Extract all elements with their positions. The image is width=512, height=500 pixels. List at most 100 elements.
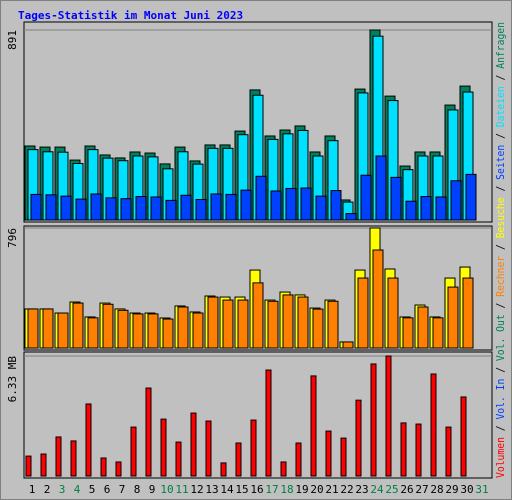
chart-title: Tages-Statistik im Monat Juni 2023 bbox=[18, 9, 243, 22]
x-tick-label: 30 bbox=[460, 483, 473, 496]
bar bbox=[45, 194, 57, 221]
bar bbox=[325, 430, 332, 477]
bar bbox=[312, 308, 324, 349]
bar bbox=[160, 418, 167, 477]
bar bbox=[357, 277, 369, 349]
legend: Volumen / Vol. In / Vol. Out / Rechner /… bbox=[494, 22, 507, 478]
bar bbox=[390, 176, 402, 221]
x-tick-label: 5 bbox=[89, 483, 96, 496]
bar bbox=[285, 187, 297, 221]
y-tick-label: 6.33 MB bbox=[6, 356, 19, 403]
bar bbox=[190, 412, 197, 477]
bar bbox=[270, 190, 282, 221]
legend-entry: Dateien bbox=[494, 86, 507, 127]
x-tick-label: 11 bbox=[175, 483, 188, 496]
bar bbox=[195, 199, 207, 221]
x-tick-label: 17 bbox=[265, 483, 278, 496]
legend-separator: / bbox=[494, 180, 507, 198]
bar bbox=[210, 193, 222, 221]
x-tick-label: 2 bbox=[44, 483, 51, 496]
bar bbox=[255, 175, 267, 221]
bar bbox=[150, 196, 162, 221]
bar bbox=[135, 196, 147, 221]
x-tick-label: 29 bbox=[445, 483, 458, 496]
x-tick-label: 14 bbox=[220, 483, 234, 496]
bar bbox=[105, 197, 117, 221]
x-tick-label: 1 bbox=[29, 483, 36, 496]
legend-separator: / bbox=[494, 69, 507, 87]
bar bbox=[297, 296, 309, 349]
x-tick-label: 13 bbox=[205, 483, 218, 496]
x-tick-label: 9 bbox=[149, 483, 156, 496]
bar bbox=[57, 312, 69, 349]
bar bbox=[75, 198, 87, 221]
x-tick-label: 15 bbox=[235, 483, 248, 496]
bar bbox=[240, 189, 252, 221]
bar bbox=[225, 193, 237, 221]
bar bbox=[330, 190, 342, 221]
bar bbox=[40, 453, 47, 477]
bar bbox=[465, 173, 477, 221]
bar bbox=[340, 437, 347, 477]
bar bbox=[415, 423, 422, 477]
x-tick-label: 24 bbox=[370, 483, 384, 496]
bar bbox=[355, 399, 362, 477]
bar bbox=[450, 180, 462, 221]
bar bbox=[310, 375, 317, 477]
bar bbox=[27, 308, 39, 349]
bar bbox=[90, 193, 102, 221]
bar bbox=[30, 193, 42, 221]
bar bbox=[87, 317, 99, 349]
bar bbox=[300, 187, 312, 221]
bar bbox=[100, 457, 107, 477]
bar bbox=[435, 196, 447, 221]
x-tick-label: 12 bbox=[190, 483, 203, 496]
bar bbox=[55, 436, 62, 477]
x-tick-label: 21 bbox=[325, 483, 338, 496]
bar bbox=[132, 313, 144, 349]
bar bbox=[385, 355, 392, 477]
x-tick-label: 16 bbox=[250, 483, 263, 496]
panel-frame bbox=[23, 351, 493, 479]
bar bbox=[115, 461, 122, 477]
x-tick-label: 28 bbox=[430, 483, 443, 496]
bar bbox=[417, 306, 429, 349]
x-tick-label: 23 bbox=[355, 483, 368, 496]
bar bbox=[432, 317, 444, 349]
bar bbox=[70, 440, 77, 477]
bar bbox=[280, 461, 287, 477]
bar bbox=[445, 426, 452, 477]
x-tick-label: 22 bbox=[340, 483, 353, 496]
x-tick-label: 3 bbox=[59, 483, 66, 496]
legend-separator: / bbox=[494, 420, 507, 438]
bar bbox=[387, 277, 399, 349]
legend-separator: / bbox=[494, 127, 507, 145]
legend-entry: Seiten bbox=[494, 145, 507, 180]
bar bbox=[177, 306, 189, 349]
bar bbox=[342, 341, 354, 349]
bar bbox=[130, 426, 137, 477]
legend-entry: Vol. Out bbox=[494, 314, 507, 361]
bar bbox=[265, 369, 272, 477]
bar bbox=[430, 373, 437, 477]
bar bbox=[207, 296, 219, 349]
bar bbox=[60, 195, 72, 221]
x-tick-label: 18 bbox=[280, 483, 293, 496]
bar bbox=[25, 455, 32, 477]
bar bbox=[192, 312, 204, 349]
bar bbox=[462, 277, 474, 349]
bar bbox=[235, 442, 242, 477]
bar bbox=[315, 195, 327, 221]
legend-entry: Rechner bbox=[494, 256, 507, 297]
bar bbox=[405, 200, 417, 221]
x-tick-label: 27 bbox=[415, 483, 428, 496]
bar bbox=[252, 282, 264, 349]
bar bbox=[42, 308, 54, 349]
bar bbox=[145, 387, 152, 477]
bar bbox=[117, 309, 129, 349]
bar bbox=[180, 194, 192, 221]
bar bbox=[85, 403, 92, 477]
legend-entry: Volumen bbox=[494, 437, 507, 478]
bar bbox=[237, 299, 249, 349]
